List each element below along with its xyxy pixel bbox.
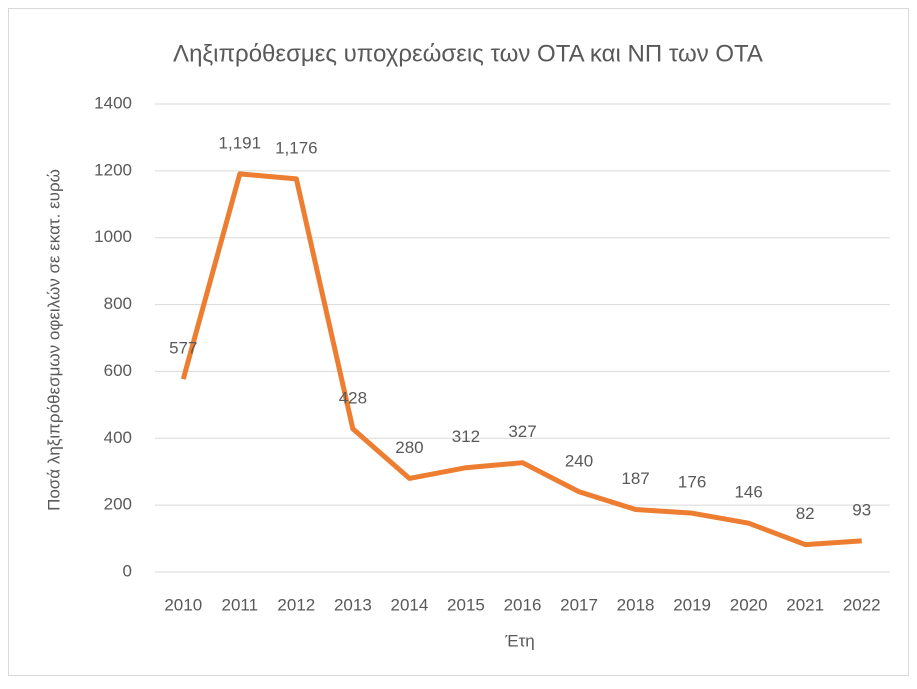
x-tick-label: 2017 xyxy=(560,595,598,614)
x-tick-label: 2015 xyxy=(447,595,485,614)
chart-title: Ληξιπρόθεσμες υποχρεώσεις των ΟΤΑ και ΝΠ… xyxy=(173,40,763,67)
data-label: 280 xyxy=(395,438,423,457)
data-label: 240 xyxy=(565,451,593,470)
data-label: 1,176 xyxy=(275,138,318,157)
x-tick-label: 2011 xyxy=(222,595,259,614)
y-tick-label: 0 xyxy=(123,561,132,580)
x-tick-label: 2013 xyxy=(334,595,372,614)
data-label: 176 xyxy=(678,473,706,492)
data-label: 146 xyxy=(734,483,762,502)
data-label: 577 xyxy=(169,339,197,358)
x-tick-label: 2021 xyxy=(786,595,824,614)
y-axis-label: Ποσά ληξιπρόθεσμων οφειλών σε εκατ. ευρώ xyxy=(44,169,63,511)
x-tick-label: 2016 xyxy=(504,595,542,614)
data-label: 327 xyxy=(508,422,536,441)
x-tick-label: 2010 xyxy=(164,595,202,614)
x-axis-label: Έτη xyxy=(504,631,535,650)
data-label: 312 xyxy=(452,427,480,446)
y-tick-label: 400 xyxy=(104,428,132,447)
data-label: 428 xyxy=(339,388,367,407)
y-tick-label: 1200 xyxy=(94,160,132,179)
chart-border xyxy=(8,8,909,676)
y-tick-label: 1000 xyxy=(94,227,132,246)
y-tick-label: 600 xyxy=(104,361,132,380)
x-tick-label: 2019 xyxy=(673,595,711,614)
data-label: 93 xyxy=(852,500,871,519)
x-tick-label: 2014 xyxy=(391,595,429,614)
data-label: 82 xyxy=(796,504,815,523)
y-tick-label: 200 xyxy=(104,495,132,514)
x-tick-label: 2018 xyxy=(617,595,655,614)
data-label: 187 xyxy=(621,469,649,488)
y-tick-label: 1400 xyxy=(94,93,132,112)
x-tick-label: 2020 xyxy=(730,595,768,614)
y-tick-label: 800 xyxy=(104,294,132,313)
x-tick-label: 2012 xyxy=(277,595,315,614)
data-label: 1,191 xyxy=(219,133,262,152)
line-series xyxy=(180,171,862,548)
x-tick-label: 2022 xyxy=(843,595,881,614)
